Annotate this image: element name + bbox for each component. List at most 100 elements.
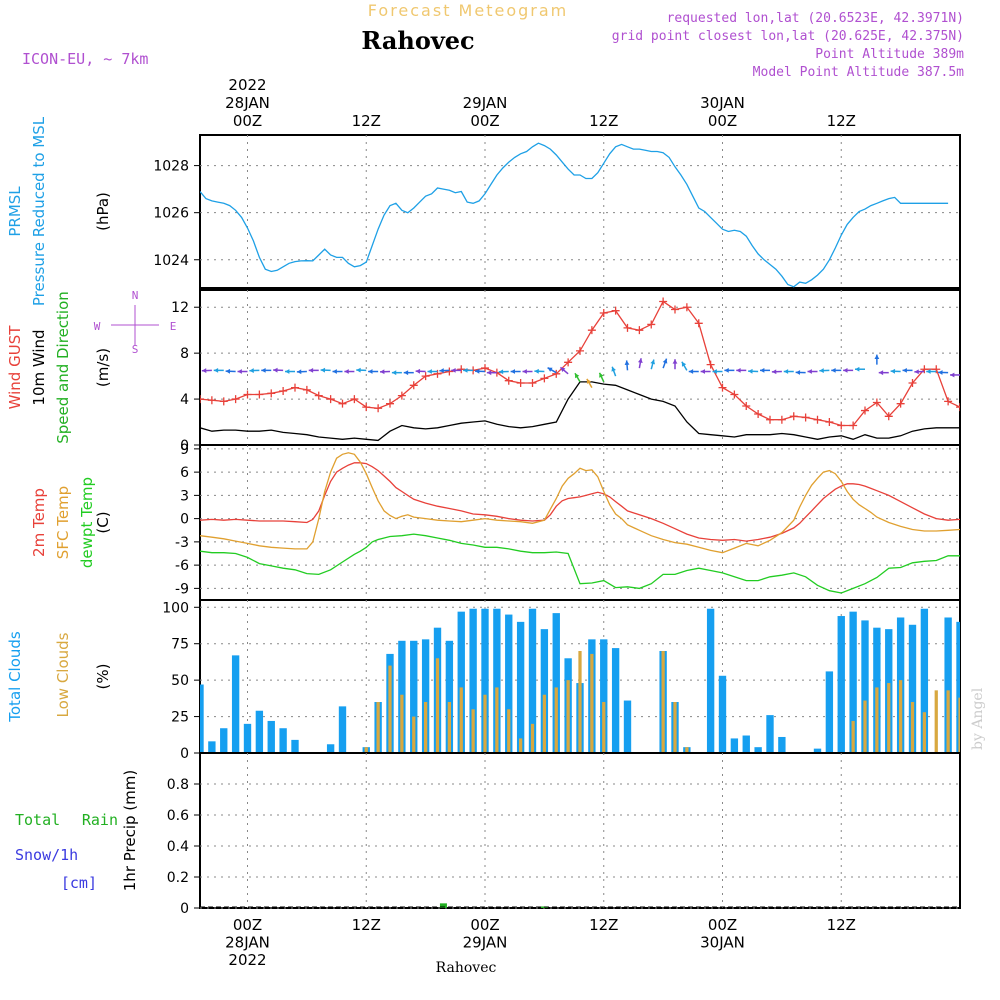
wind-arrow	[760, 367, 770, 373]
wind-arrow-head	[391, 370, 397, 376]
gust-marker	[326, 395, 335, 404]
wind-arrow	[736, 367, 747, 373]
wind-arrow-head	[415, 368, 421, 374]
wind-arrow-head	[510, 369, 516, 374]
series-line-gust	[200, 300, 960, 427]
wind-arrow	[391, 370, 402, 376]
wind-arrow	[902, 367, 913, 373]
ytick-label: 4	[180, 392, 189, 408]
gust-marker	[956, 403, 960, 412]
wind-arrow-head	[874, 354, 880, 360]
low-cloud-bar	[459, 687, 463, 753]
wind-arrow	[249, 368, 260, 373]
wind-arrow	[427, 369, 438, 374]
wind-arrow-head	[586, 378, 592, 384]
gust-marker	[730, 390, 739, 399]
wind-arrow-head	[914, 369, 919, 375]
total-cloud-bar	[778, 736, 786, 753]
series-label: Total	[15, 811, 60, 829]
wind-arrow-head	[213, 367, 219, 373]
wind-arrow	[586, 378, 593, 388]
series-label: dewpt Temp	[78, 477, 96, 568]
wind-arrow	[950, 372, 960, 378]
low-cloud-bar	[958, 697, 960, 753]
wind-arrow-head	[190, 369, 194, 374]
top-tick-label: 12Z	[827, 112, 856, 130]
model-label: ICON-EU, ~ 7km	[22, 50, 148, 68]
gust-marker	[896, 399, 905, 408]
bottom-tick-label: 12Z	[589, 916, 618, 934]
low-cloud-bar	[887, 683, 891, 753]
wind-arrow-head	[463, 367, 468, 373]
wind-arrow-head	[855, 366, 860, 372]
ytick-label: 0.4	[167, 839, 189, 855]
low-cloud-bar	[863, 700, 867, 753]
wind-arrow	[650, 359, 656, 370]
wind-arrow-head	[534, 368, 539, 374]
wind-arrow	[225, 368, 236, 374]
total-cloud-bar	[552, 613, 560, 753]
gust-marker	[504, 376, 513, 385]
series-line-dew	[200, 533, 960, 594]
low-cloud-bar	[435, 658, 440, 753]
wind-arrow-head	[795, 370, 801, 375]
gust-marker	[267, 389, 276, 398]
gust-marker	[647, 320, 656, 329]
wind-arrow	[938, 370, 949, 375]
low-cloud-bar	[530, 723, 535, 753]
wind-arrow	[681, 361, 688, 371]
wind-arrow	[574, 372, 581, 383]
low-cloud-bar	[685, 747, 689, 753]
series-label: SFC Temp	[54, 486, 72, 559]
wind-arrow-head	[273, 367, 278, 373]
total-cloud-bar	[956, 621, 960, 753]
gust-marker	[200, 395, 204, 404]
series-label: Snow/1h	[15, 846, 78, 864]
series-label: Low Clouds	[54, 632, 72, 717]
wind-arrow-head	[547, 367, 553, 372]
panel-temp: -9 -6 -3 0 3 6 9 (C) 2m Temp SFC Temp dewpt Temp	[30, 442, 961, 601]
wind-arrow-head	[736, 367, 741, 373]
total-cloud-bar	[825, 671, 834, 753]
series-line-pressure	[200, 142, 949, 288]
wind-arrow-head	[575, 373, 580, 379]
wind-arrow-head	[611, 366, 616, 372]
gust-marker	[789, 412, 798, 421]
panel-pressure: 1024 1026 1028 (hPa) PRMSL Pressure Reduced t…	[6, 116, 961, 306]
top-tick-label: 00Z	[708, 112, 737, 130]
low-cloud-bar	[934, 690, 938, 753]
wind-arrow-head	[724, 367, 729, 373]
bottom-tick-label: 00Z	[470, 916, 499, 934]
total-cloud-bar	[291, 739, 299, 753]
total-cloud-bar	[908, 624, 917, 753]
series-label: Speed and Direction	[54, 291, 72, 444]
top-tick-label: 00Z	[233, 112, 262, 130]
gust-marker	[231, 395, 240, 404]
bottom-tick-label: 00Z	[708, 916, 737, 934]
top-tick-label: 30JAN	[700, 94, 745, 112]
ytick-label: 1028	[153, 159, 189, 175]
low-cloud-bar	[400, 694, 404, 753]
wind-arrow	[201, 368, 212, 373]
wind-arrow-head	[712, 369, 717, 374]
wind-arrow	[439, 368, 450, 373]
wind-arrow-head	[522, 369, 527, 374]
low-cloud-bar	[578, 651, 582, 753]
wind-arrow	[637, 358, 643, 369]
total-cloud-bar	[540, 629, 549, 753]
total-cloud-bar	[493, 608, 501, 753]
low-cloud-bar	[922, 712, 926, 753]
wind-arrow	[724, 367, 735, 373]
gust-marker	[611, 306, 620, 315]
low-cloud-bar	[661, 651, 665, 753]
panel-frame	[199, 289, 961, 446]
total-cloud-bar	[421, 639, 430, 753]
ytick-label: -3	[175, 535, 189, 551]
wind-arrow-head	[662, 358, 668, 364]
gust-marker	[279, 387, 288, 396]
low-cloud-bar	[566, 680, 570, 753]
wind-arrow	[415, 368, 426, 374]
wind-arrow	[451, 367, 462, 373]
gust-marker	[564, 358, 573, 367]
